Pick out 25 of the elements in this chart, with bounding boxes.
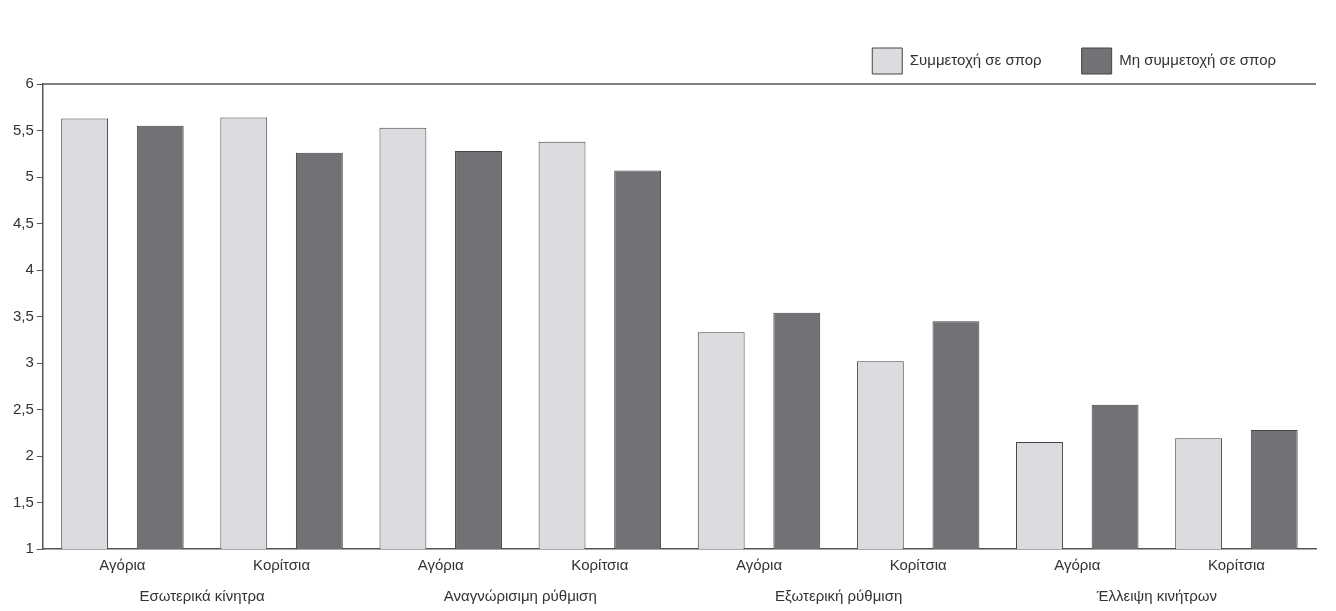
text: Εξωτερική ρύθμιση xyxy=(774,586,903,604)
y-tick-label: 3 xyxy=(25,353,34,371)
y-tick-label: 1 xyxy=(25,539,34,557)
y-tick-label: 3,5 xyxy=(12,306,34,324)
text: Εσωτερικά κίνητρα xyxy=(139,586,265,604)
x-tick-label: Αγόρια xyxy=(735,556,783,574)
text: Έλλειψη κινήτρων xyxy=(1095,586,1218,604)
legend-label: Μη συμμετοχή σε σπορ xyxy=(1119,51,1276,69)
x-tick-label: Κορίτσια xyxy=(889,556,947,574)
y-tick-label: 4 xyxy=(25,260,34,278)
y-tick-label: 2 xyxy=(25,446,34,464)
y-tick-label: 6 xyxy=(25,74,34,92)
y-tick-label: 5,5 xyxy=(12,120,34,138)
y-tick-label: 5 xyxy=(25,167,34,185)
y-tick-label: 4,5 xyxy=(12,213,34,231)
x-tick-label: Αγόρια xyxy=(417,556,465,574)
text: Αναγνώρισιμη ρύθμιση xyxy=(443,586,597,604)
legend-label: Συμμετοχή σε σπορ xyxy=(909,51,1042,69)
y-tick-label: 2,5 xyxy=(12,399,34,417)
y-tick-label: 1,5 xyxy=(12,492,34,510)
x-tick-label: Κορίτσια xyxy=(253,556,311,574)
x-tick-label: Κορίτσια xyxy=(571,556,629,574)
x-tick-label: Αγόρια xyxy=(99,556,146,574)
x-tick-label: Αγόρια xyxy=(1054,556,1101,574)
x-tick-label: Κορίτσια xyxy=(1207,556,1266,574)
